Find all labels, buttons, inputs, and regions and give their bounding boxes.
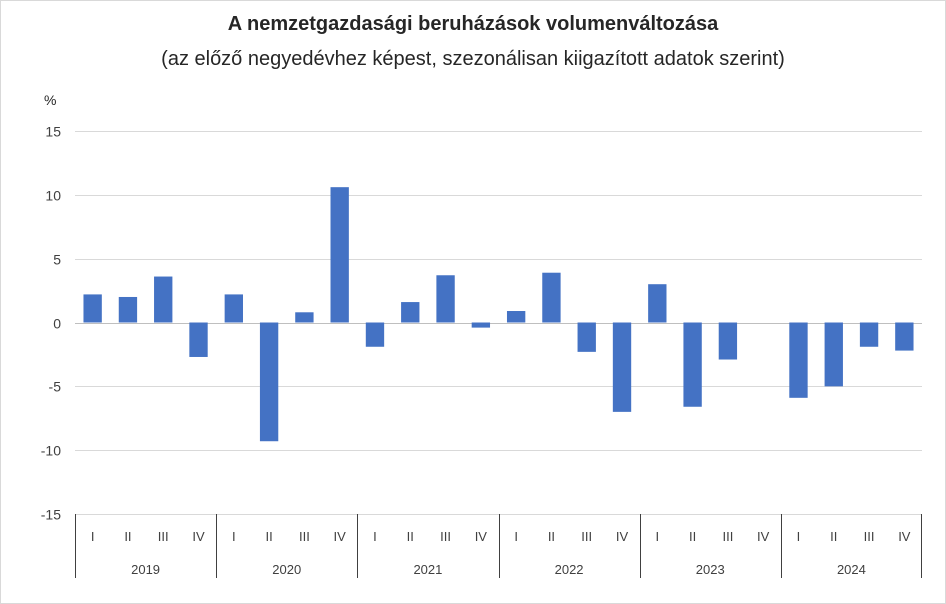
quarter-label: II — [830, 529, 837, 544]
year-label: 2020 — [272, 562, 301, 577]
bar-2019-IV — [189, 322, 208, 357]
y-tick-label: -5 — [49, 379, 62, 395]
quarter-label: II — [124, 529, 131, 544]
quarter-label: III — [440, 529, 451, 544]
bar-2019-I — [83, 294, 102, 323]
quarter-label: I — [373, 529, 377, 544]
year-label: 2019 — [131, 562, 160, 577]
bar-2024-III — [859, 322, 879, 347]
y-tick-label: -15 — [41, 507, 61, 523]
bar-2021-III — [436, 275, 455, 323]
quarter-label: II — [407, 529, 414, 544]
quarter-label: III — [299, 529, 310, 544]
quarter-label: IV — [192, 529, 205, 544]
quarter-label: II — [689, 529, 696, 544]
bar-2023-III — [718, 322, 738, 360]
year-label: 2023 — [696, 562, 725, 577]
quarter-label: III — [158, 529, 169, 544]
bar-2021-II — [401, 302, 420, 323]
year-label: 2024 — [837, 562, 866, 577]
quarter-label: IV — [616, 529, 629, 544]
y-tick-label: 10 — [45, 188, 61, 204]
quarter-label: III — [722, 529, 733, 544]
bar-2020-I — [224, 294, 243, 323]
y-tick-label: -10 — [41, 443, 61, 459]
bar-2019-III — [154, 276, 173, 323]
bar-2024-IV — [895, 322, 914, 351]
year-label: 2022 — [555, 562, 584, 577]
bar-2021-I — [365, 322, 385, 347]
chart-title: A nemzetgazdasági beruházások volumenvál… — [227, 13, 719, 35]
quarter-label: I — [514, 529, 518, 544]
bar-2024-II — [824, 322, 843, 387]
year-label: 2021 — [413, 562, 442, 577]
bar-2020-II — [259, 322, 279, 442]
bar-2024-I — [789, 322, 808, 398]
bar-2022-IV — [612, 322, 632, 412]
category-axis — [75, 514, 922, 578]
bar-2021-IV — [471, 322, 491, 328]
quarter-label: I — [232, 529, 236, 544]
quarter-label: IV — [898, 529, 911, 544]
bar-2022-III — [577, 322, 596, 352]
chart-subtitle: (az előző negyedévhez képest, szezonális… — [161, 48, 785, 70]
quarter-label: IV — [334, 529, 347, 544]
bar-2023-I — [648, 284, 667, 323]
quarter-label: IV — [757, 529, 770, 544]
bar-2022-I — [506, 311, 526, 323]
bar-2020-IV — [330, 187, 349, 323]
quarter-label: I — [91, 529, 95, 544]
y-tick-label: 0 — [53, 316, 61, 332]
quarter-label: I — [655, 529, 659, 544]
y-axis-unit: % — [44, 92, 57, 108]
quarter-label: II — [265, 529, 272, 544]
bar-2020-III — [295, 312, 314, 323]
y-tick-label: 5 — [53, 252, 61, 268]
bar-2019-II — [118, 296, 138, 323]
quarter-label: IV — [475, 529, 488, 544]
bar-2022-II — [542, 272, 561, 323]
y-tick-label: 15 — [45, 124, 61, 140]
bar-2023-II — [683, 322, 702, 407]
bars — [83, 187, 914, 442]
quarter-label: II — [548, 529, 555, 544]
quarter-label: III — [864, 529, 875, 544]
quarter-label: I — [797, 529, 801, 544]
quarter-label: III — [581, 529, 592, 544]
